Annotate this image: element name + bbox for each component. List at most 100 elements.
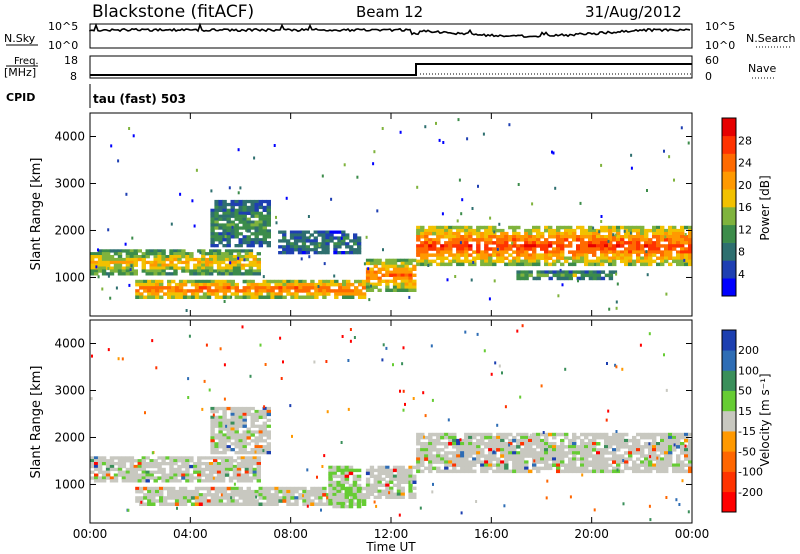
heatmap-cell [560,256,565,260]
scatter-echo [416,185,419,189]
heatmap-cell [488,231,493,236]
scatter-echo [365,235,368,239]
heatmap-cell [214,223,219,227]
heatmap-cell [153,257,158,262]
heatmap-cell [228,263,234,267]
scatter-echo [663,353,665,357]
heatmap-cell [480,469,485,474]
heatmap-cell [157,467,162,472]
heatmap-cell [377,270,382,274]
heatmap-cell [220,464,226,469]
colorbar-swatch [722,278,736,297]
heatmap-cell [153,266,158,270]
heatmap-cell [484,250,489,254]
heatmap-cell [440,457,445,461]
heatmap-cell [688,454,693,458]
heatmap-cell [222,282,228,287]
heatmap-cell [572,432,577,437]
heatmap-cell [512,445,517,449]
heatmap-cell [464,228,469,233]
heatmap-cell [242,489,247,494]
heatmap-cell [620,253,625,257]
heatmap-cell [404,261,409,266]
heatmap-cell [149,470,154,474]
heatmap-cell [332,498,337,503]
scatter-echo [330,197,333,201]
heatmap-cell [684,235,689,239]
heatmap-cell [151,282,156,287]
heatmap-cell [252,255,257,259]
freq-panel-frame [89,55,693,79]
heatmap-cell [173,266,178,270]
heatmap-cell [242,217,247,221]
heatmap-cell [333,245,338,249]
heatmap-cell [218,208,223,212]
colorbar-tick-label: 4 [738,268,745,281]
heatmap-cell [572,238,577,242]
heatmap-cell [201,249,206,253]
heatmap-cell [660,463,665,467]
heatmap-cell [652,253,657,257]
heatmap-cell [177,266,182,270]
heatmap-cell [492,445,497,449]
heatmap-cell [432,442,437,446]
heatmap-cell [94,272,99,276]
heatmap-cell [592,438,597,443]
heatmap-cell [206,289,212,293]
heatmap-cell [369,468,375,473]
heatmap-cell [258,436,263,440]
heatmap-cell [226,238,231,242]
heatmap-cell [169,476,174,480]
heatmap-cell [101,462,107,466]
heatmap-cell [301,239,307,243]
heatmap-cell [377,471,382,476]
heatmap-cell [153,476,158,480]
heatmap-cell [428,469,433,474]
heatmap-cell [258,232,263,236]
heatmap-cell [197,260,202,265]
heatmap-cell [230,436,235,440]
heatmap-cell [121,476,127,480]
heatmap-cell [290,489,295,494]
heatmap-cell [258,286,263,290]
heatmap-cell [472,432,477,437]
heatmap-cell [476,432,481,437]
heatmap-cell [252,257,257,262]
heatmap-cell [524,244,529,248]
heatmap-cell [624,250,629,254]
heatmap-cell [516,469,521,474]
heatmap-cell [468,445,473,449]
heatmap-cell [336,474,341,479]
heatmap-cell [604,448,609,452]
heatmap-cell [496,460,501,464]
heatmap-cell [468,463,473,467]
heatmap-cell [508,244,513,248]
heatmap-cell [373,477,378,481]
heatmap-cell [548,244,553,248]
heatmap-cell [576,457,581,461]
heatmap-cell [640,432,645,437]
heatmap-cell [528,448,533,452]
heatmap-cell [220,269,226,273]
heatmap-cell [500,460,505,464]
heatmap-cell [448,228,453,233]
scatter-echo [375,504,378,508]
heatmap-cell [113,473,119,477]
heatmap-cell [338,292,343,296]
heatmap-cell [117,470,123,474]
heatmap-cell [238,202,243,207]
heatmap-cell [206,502,212,506]
colorbar-tick-label: 8 [738,246,745,259]
heatmap-cell [516,256,521,260]
heatmap-cell [252,269,257,273]
heatmap-cell [508,457,513,461]
heatmap-cell [90,257,95,262]
scatter-echo [498,364,501,368]
heatmap-cell [161,470,166,474]
velocity-heatmap-cells [90,324,693,522]
heatmap-cell [480,235,485,239]
heatmap-cell [258,295,263,299]
heatmap-cell [214,406,219,411]
heatmap-cell [604,256,609,260]
heatmap-cell [266,279,271,284]
